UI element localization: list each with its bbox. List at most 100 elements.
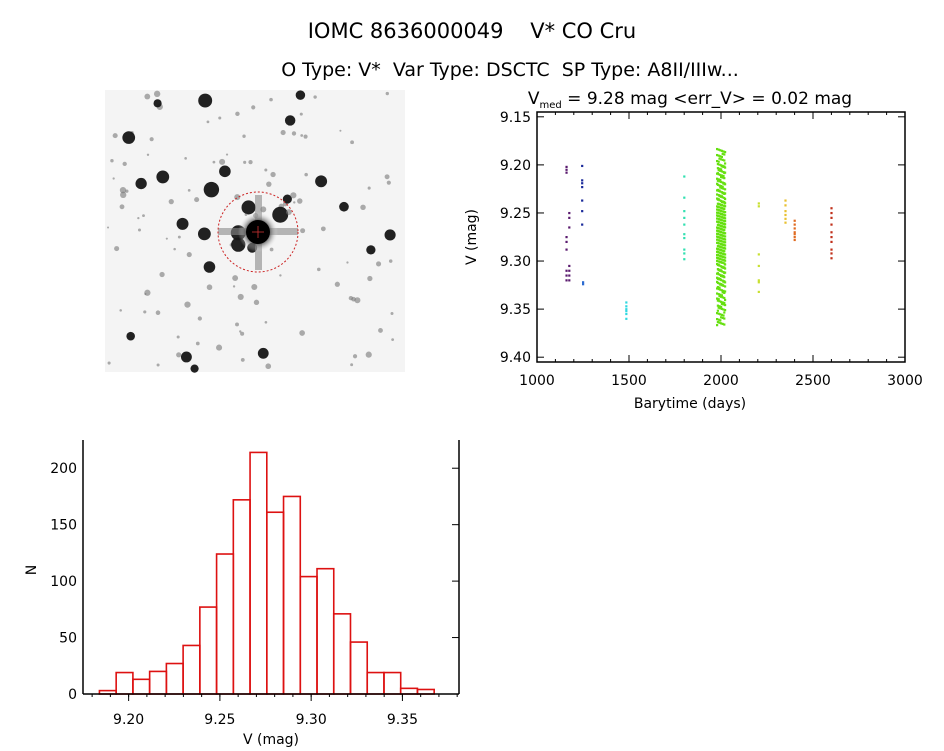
data-point: [724, 235, 727, 238]
x-tick-label: 9.20: [113, 712, 144, 728]
field-star: [350, 363, 354, 367]
data-point: [723, 276, 726, 279]
field-star: [239, 330, 242, 333]
data-point: [830, 252, 833, 255]
data-point: [757, 202, 760, 205]
data-point: [565, 240, 568, 244]
field-star: [195, 341, 200, 346]
data-point: [720, 218, 723, 221]
field-star: [184, 301, 191, 308]
data-point: [683, 196, 686, 199]
data-point: [723, 259, 726, 262]
field-star: [119, 309, 122, 312]
data-point: [581, 223, 584, 226]
field-star: [378, 328, 383, 333]
data-point: [793, 233, 796, 236]
field-star: [384, 229, 396, 241]
data-point: [719, 283, 722, 286]
data-point: [581, 164, 584, 168]
data-point: [565, 168, 568, 171]
data-point: [568, 211, 571, 215]
data-point: [720, 274, 723, 278]
data-point: [720, 168, 723, 171]
data-point: [722, 182, 725, 185]
data-point: [722, 187, 725, 190]
data-point: [717, 273, 720, 276]
field-star: [114, 246, 120, 252]
data-point: [717, 245, 720, 248]
data-point: [719, 288, 722, 291]
field-star: [295, 90, 306, 100]
field-star: [110, 158, 114, 163]
data-point: [720, 165, 723, 168]
field-star: [122, 131, 136, 144]
data-point: [784, 213, 787, 217]
data-point: [720, 203, 723, 207]
data-point: [723, 291, 726, 295]
data-point: [683, 210, 686, 213]
data-point: [720, 252, 723, 255]
data-point: [721, 316, 724, 320]
data-point: [717, 160, 720, 163]
field-star: [156, 363, 160, 367]
data-point: [717, 318, 720, 321]
data-point: [720, 284, 723, 287]
data-point: [716, 312, 719, 315]
data-point: [683, 175, 686, 178]
data-point: [719, 245, 722, 248]
data-point: [683, 258, 686, 261]
field-star: [251, 105, 256, 110]
y-tick-label: 50: [59, 631, 77, 647]
field-star: [304, 172, 308, 177]
x-tick-label: 9.25: [204, 712, 235, 728]
data-point: [784, 221, 787, 224]
aperture-circle: [217, 191, 299, 273]
data-point: [721, 275, 724, 278]
data-point: [716, 321, 719, 324]
data-point: [716, 299, 719, 302]
data-point: [719, 224, 722, 227]
field-star: [144, 93, 151, 100]
field-star: [112, 177, 115, 180]
data-point: [581, 179, 584, 182]
target-star: [218, 195, 298, 270]
data-point: [719, 186, 722, 189]
data-point: [723, 204, 726, 207]
data-point: [724, 202, 727, 205]
field-star: [203, 261, 216, 273]
data-point: [716, 250, 719, 254]
field-star: [122, 161, 127, 167]
field-star: [206, 284, 213, 291]
data-point: [720, 222, 723, 225]
data-point: [720, 243, 723, 246]
y-tick-label: 200: [50, 461, 77, 477]
field-star: [180, 351, 192, 363]
data-point: [720, 180, 723, 184]
data-point: [721, 192, 724, 195]
data-point: [565, 171, 568, 174]
field-star: [264, 168, 268, 172]
data-point: [716, 217, 719, 220]
data-point: [716, 247, 719, 250]
field-star: [299, 112, 303, 116]
data-point: [723, 207, 726, 211]
data-point: [719, 293, 722, 296]
field-star: [135, 177, 147, 190]
data-point: [720, 184, 723, 188]
data-point: [581, 210, 584, 213]
data-point: [565, 274, 568, 277]
x-axis-label: Barytime (days): [634, 396, 746, 412]
data-point: [719, 173, 722, 176]
data-point: [724, 232, 727, 235]
data-point: [721, 176, 724, 179]
data-point: [568, 226, 571, 229]
data-point: [721, 240, 724, 243]
field-star: [365, 351, 372, 358]
y-tick-label: 9.35: [500, 302, 531, 318]
data-point: [720, 149, 723, 152]
data-point: [724, 281, 727, 284]
field-star: [293, 201, 296, 204]
data-point: [720, 174, 723, 177]
data-point: [717, 223, 720, 227]
data-point: [721, 196, 724, 199]
